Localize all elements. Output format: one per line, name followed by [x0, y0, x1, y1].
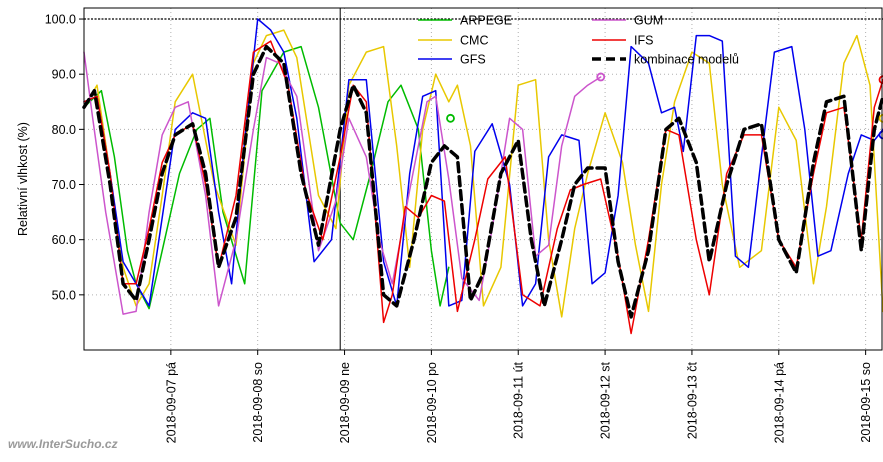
series-line-5 [82, 44, 883, 319]
legend-label-1: CMC [460, 34, 488, 48]
y-axis-ticks: 50.0 60.0 70.0 80.0 90.0 100.0 [45, 13, 84, 302]
x-tick-label: 2018-09-08 so [251, 362, 265, 443]
series-end-marker-4 [878, 75, 883, 85]
series-end-markers [446, 72, 883, 140]
watermark: www.InterSucho.cz [8, 437, 118, 451]
series-end-marker-3 [596, 72, 606, 82]
y-tick-label: 50.0 [52, 288, 76, 302]
legend-label-2: GFS [460, 53, 486, 67]
legend: ARPEGE CMC GFS GUM IFS kombinace modelů [418, 14, 739, 67]
x-tick-label: 2018-09-07 pá [164, 362, 178, 443]
y-tick-label: 80.0 [52, 123, 76, 137]
x-tick-label: 2018-09-14 pá [772, 362, 786, 443]
y-tick-label: 100.0 [45, 13, 76, 27]
series-end-marker-0 [446, 113, 455, 123]
x-tick-label: 2018-09-11 út [512, 361, 526, 438]
legend-label-5: kombinace modelů [634, 53, 739, 67]
x-tick-label: 2018-09-15 so [859, 362, 873, 443]
x-tick-label: 2018-09-13 čt [685, 361, 699, 439]
plot-frame [83, 7, 883, 351]
series-line-0 [83, 45, 450, 310]
x-tick-label: 2018-09-12 st [599, 361, 613, 439]
series-lines [82, 18, 883, 335]
series-line-4 [83, 40, 883, 335]
legend-label-3: GUM [634, 14, 663, 28]
legend-label-4: IFS [634, 34, 653, 48]
series-line-2 [83, 18, 883, 307]
y-tick-label: 60.0 [52, 233, 76, 247]
y-axis-label: Relativní vlhkost (%) [16, 122, 30, 236]
x-tick-label: 2018-09-10 po [425, 362, 439, 443]
legend-label-0: ARPEGE [460, 14, 512, 28]
series-end-marker-1 [878, 113, 883, 123]
series-line-3 [83, 51, 602, 315]
y-tick-label: 90.0 [52, 68, 76, 82]
y-tick-label: 70.0 [52, 178, 76, 192]
x-axis-ticks: 2018-09-07 pá 2018-09-08 so 2018-09-09 ne 2… [164, 350, 873, 443]
series-end-marker-2 [878, 130, 883, 140]
x-tick-label: 2018-09-09 ne [338, 362, 352, 443]
